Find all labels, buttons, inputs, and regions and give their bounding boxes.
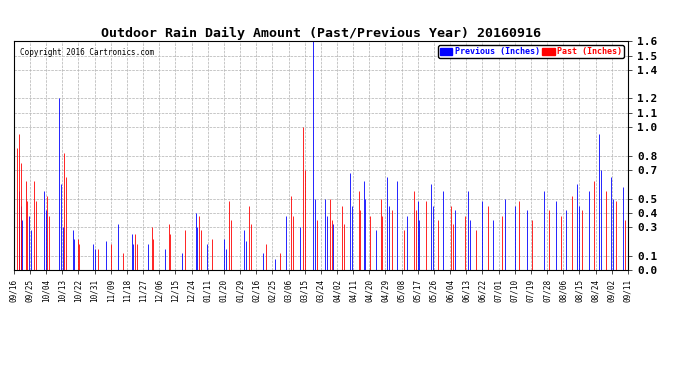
Title: Outdoor Rain Daily Amount (Past/Previous Year) 20160916: Outdoor Rain Daily Amount (Past/Previous…	[101, 27, 541, 40]
Text: Copyright 2016 Cartronics.com: Copyright 2016 Cartronics.com	[20, 48, 154, 57]
Legend: Previous (Inches), Past (Inches): Previous (Inches), Past (Inches)	[438, 45, 624, 58]
